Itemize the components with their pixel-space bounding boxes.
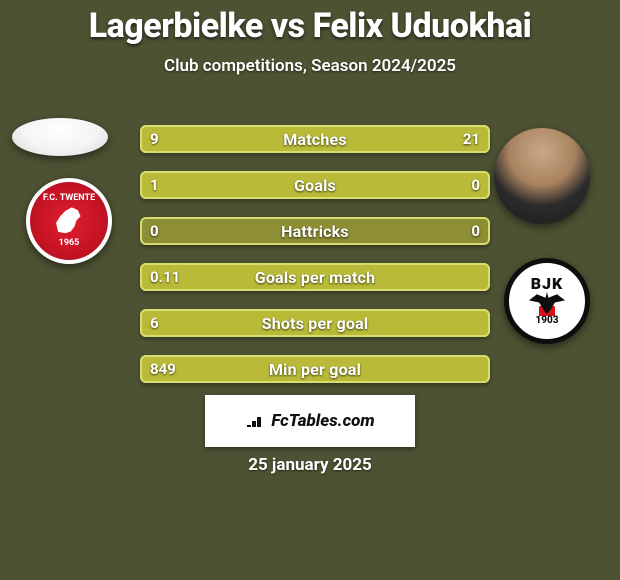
club-badge-left-year: 1965 (59, 239, 80, 248)
comparison-infographic: Lagerbielke vs Felix Uduokhai Club compe… (0, 0, 620, 580)
date-label: 25 january 2025 (0, 455, 620, 475)
stat-row: 00Hattricks (140, 217, 490, 245)
player-photo-right (494, 128, 590, 224)
page-title: Lagerbielke vs Felix Uduokhai (0, 0, 620, 46)
eagle-icon (529, 292, 565, 314)
stat-label: Matches (140, 125, 490, 153)
stat-label: Goals per match (140, 263, 490, 291)
fctables-label: FcTables.com (271, 411, 374, 431)
stat-label: Min per goal (140, 355, 490, 383)
club-badge-right-year: 1903 (535, 315, 558, 326)
stat-row: 849Min per goal (140, 355, 490, 383)
horse-icon (52, 204, 86, 238)
stat-label: Shots per goal (140, 309, 490, 337)
stat-row: 0.11Goals per match (140, 263, 490, 291)
stat-row: 6Shots per goal (140, 309, 490, 337)
stat-bars: 921Matches 10Goals 00Hattricks 0.11Goals pe… (140, 125, 490, 401)
stat-label: Goals (140, 171, 490, 199)
fctables-watermark: FcTables.com (205, 395, 415, 447)
stat-row: 921Matches (140, 125, 490, 153)
club-badge-left-label: F.C. TWENTE (43, 194, 95, 203)
stat-row: 10Goals (140, 171, 490, 199)
player-photo-left (12, 118, 108, 156)
stat-label: Hattricks (140, 217, 490, 245)
club-badge-right: BJK 1903 (504, 258, 590, 344)
club-badge-right-abbr: BJK (531, 274, 564, 293)
subtitle: Club competitions, Season 2024/2025 (0, 56, 620, 76)
bars-icon (245, 411, 265, 431)
club-badge-left: F.C. TWENTE 1965 (26, 178, 112, 264)
